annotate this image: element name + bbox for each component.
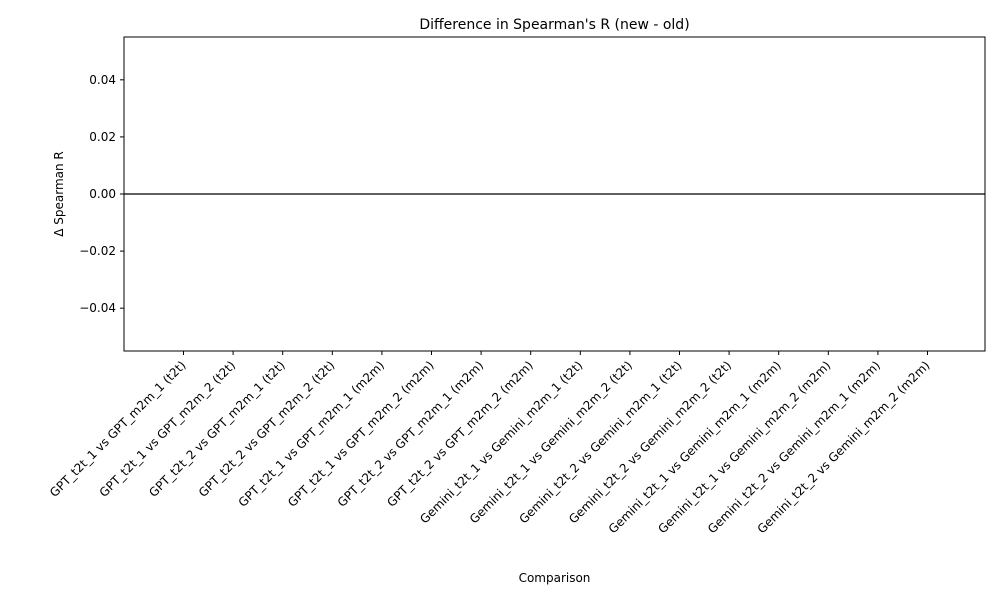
chart-title: Difference in Spearman's R (new - old) <box>419 17 689 33</box>
x-axis-title: Comparison <box>519 571 591 585</box>
y-tick-label: 0.00 <box>89 187 116 201</box>
plot-area-frame <box>123 36 986 352</box>
x-tick-label: Gemini_t2t_2 vs Gemini_m2m_1 (m2m) <box>705 358 883 536</box>
y-axis-title: Δ Spearman R <box>52 151 66 237</box>
x-tick-label: Gemini_t2t_1 vs Gemini_m2m_2 (m2m) <box>655 358 833 536</box>
y-axis: −0.04 −0.02 0.00 0.02 0.04 <box>79 73 124 315</box>
x-tick-label: Gemini_t2t_1 vs Gemini_m2m_1 (m2m) <box>606 358 784 536</box>
y-tick-label: 0.04 <box>89 73 116 87</box>
y-tick-label: −0.02 <box>79 244 116 258</box>
x-tick-label: Gemini_t2t_2 vs Gemini_m2m_2 (m2m) <box>755 358 933 536</box>
x-axis: GPT_t2t_1 vs GPT_m2m_1 (t2t)GPT_t2t_1 vs… <box>47 351 933 536</box>
y-tick-label: −0.04 <box>79 301 116 315</box>
y-tick-label: 0.02 <box>89 130 116 144</box>
